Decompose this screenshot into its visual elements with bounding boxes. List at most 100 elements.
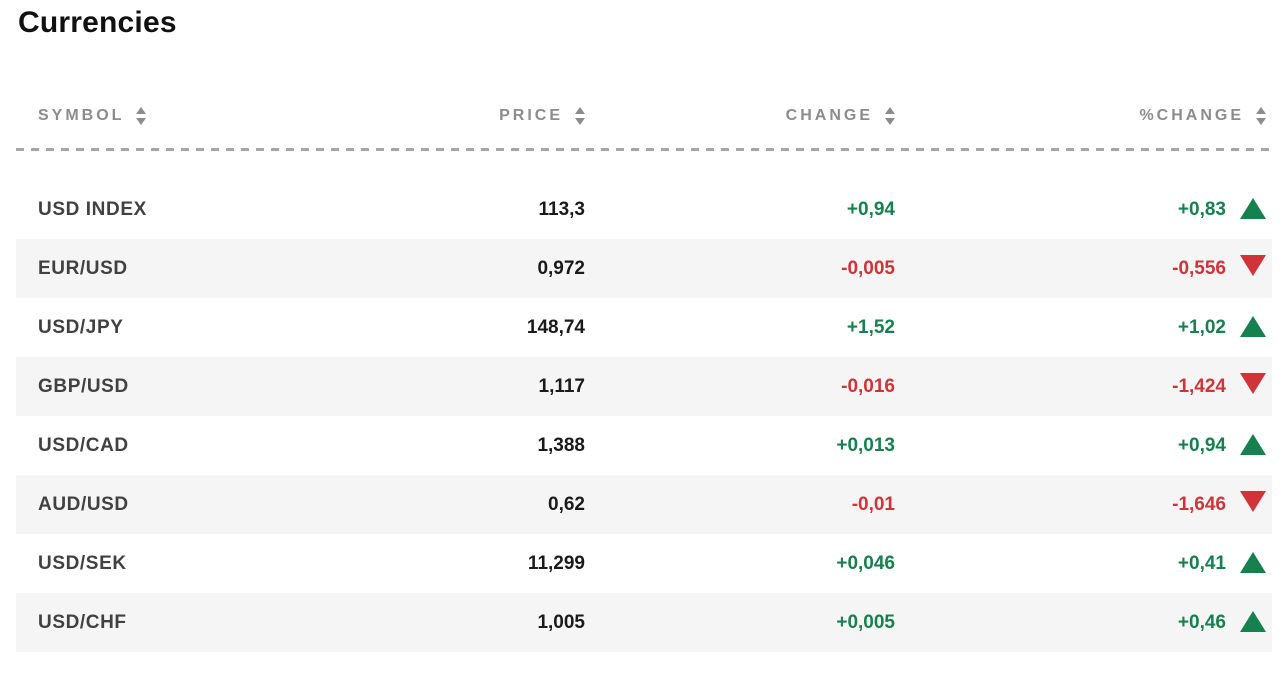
up-arrow-icon bbox=[1240, 611, 1266, 632]
currencies-table: SYMBOL PRICE CHANGE bbox=[16, 102, 1272, 652]
change-cell: +0,013 bbox=[585, 416, 895, 475]
symbol-cell: EUR/USD bbox=[16, 239, 369, 298]
percent-change-value: -1,424 bbox=[1172, 375, 1226, 397]
change-cell: +0,005 bbox=[585, 593, 895, 652]
table-row[interactable]: USD/JPY 148,74 +1,52 +1,02 bbox=[16, 298, 1272, 357]
currencies-widget: Currencies SYMBOL PRICE CHANGE bbox=[0, 6, 1288, 652]
percent-change-value: +0,83 bbox=[1177, 198, 1226, 220]
column-header-symbol[interactable]: SYMBOL bbox=[16, 107, 369, 125]
price-value: 0,972 bbox=[537, 257, 585, 279]
price-value: 0,62 bbox=[548, 493, 585, 515]
up-arrow-icon bbox=[1240, 434, 1266, 455]
table-row[interactable]: USD INDEX 113,3 +0,94 +0,83 bbox=[16, 180, 1272, 239]
price-value: 113,3 bbox=[538, 198, 586, 220]
symbol-cell: USD/SEK bbox=[16, 534, 369, 593]
price-value: 1,005 bbox=[537, 611, 585, 633]
sort-down-icon bbox=[1256, 118, 1266, 125]
table-row[interactable]: EUR/USD 0,972 -0,005 -0,556 bbox=[16, 239, 1272, 298]
percent-change-value: +0,46 bbox=[1177, 611, 1226, 633]
sort-icon bbox=[1256, 107, 1266, 125]
column-header-price-label: PRICE bbox=[499, 107, 563, 124]
dashed-divider bbox=[16, 148, 1272, 151]
price-cell: 148,74 bbox=[369, 298, 585, 357]
change-cell: -0,01 bbox=[585, 475, 895, 534]
change-cell: -0,016 bbox=[585, 357, 895, 416]
change-value: +1,52 bbox=[846, 316, 895, 338]
percent-change-value: -1,646 bbox=[1172, 493, 1226, 515]
sort-icon bbox=[575, 107, 585, 125]
change-cell: +1,52 bbox=[585, 298, 895, 357]
price-value: 11,299 bbox=[527, 552, 585, 574]
symbol-label: USD/CHF bbox=[38, 611, 127, 633]
price-value: 1,117 bbox=[538, 375, 586, 397]
symbol-label: GBP/USD bbox=[38, 375, 129, 397]
percent-change-cell: +0,94 bbox=[895, 416, 1272, 475]
percent-change-cell: +0,46 bbox=[895, 593, 1272, 652]
percent-change-value: +0,94 bbox=[1177, 434, 1226, 456]
table-body: USD INDEX 113,3 +0,94 +0,83 EUR/USD 0,972 -0,0… bbox=[16, 180, 1272, 652]
change-value: +0,046 bbox=[836, 552, 895, 574]
percent-change-cell: -1,424 bbox=[895, 357, 1272, 416]
table-row[interactable]: USD/CHF 1,005 +0,005 +0,46 bbox=[16, 593, 1272, 652]
sort-up-icon bbox=[1256, 107, 1266, 114]
change-cell: +0,046 bbox=[585, 534, 895, 593]
down-arrow-icon bbox=[1240, 372, 1266, 394]
change-value: -0,005 bbox=[841, 257, 895, 279]
symbol-cell: GBP/USD bbox=[16, 357, 369, 416]
price-cell: 0,62 bbox=[369, 475, 585, 534]
column-header-change-label: CHANGE bbox=[785, 107, 873, 124]
up-arrow-icon bbox=[1240, 316, 1266, 337]
down-arrow-icon bbox=[1240, 254, 1266, 276]
symbol-label: USD/JPY bbox=[38, 316, 124, 338]
up-arrow-icon bbox=[1240, 552, 1266, 573]
column-header-percent-change-label: %CHANGE bbox=[1139, 107, 1244, 124]
change-value: -0,01 bbox=[851, 493, 895, 515]
sort-down-icon bbox=[575, 118, 585, 125]
percent-change-value: +1,02 bbox=[1177, 316, 1226, 338]
down-arrow-icon bbox=[1240, 490, 1266, 512]
symbol-cell: USD INDEX bbox=[16, 180, 369, 239]
sort-up-icon bbox=[575, 107, 585, 114]
percent-change-cell: -0,556 bbox=[895, 239, 1272, 298]
price-cell: 1,388 bbox=[369, 416, 585, 475]
table-header-row: SYMBOL PRICE CHANGE bbox=[16, 102, 1272, 130]
percent-change-value: -0,556 bbox=[1172, 257, 1226, 279]
change-value: +0,94 bbox=[846, 198, 895, 220]
column-header-symbol-label: SYMBOL bbox=[38, 107, 125, 124]
change-value: +0,013 bbox=[836, 434, 895, 456]
sort-icon bbox=[136, 107, 147, 125]
page-title: Currencies bbox=[18, 6, 177, 39]
table-row[interactable]: GBP/USD 1,117 -0,016 -1,424 bbox=[16, 357, 1272, 416]
symbol-label: USD/SEK bbox=[38, 552, 127, 574]
symbol-label: USD/CAD bbox=[38, 434, 129, 456]
price-value: 148,74 bbox=[526, 316, 585, 338]
table-row[interactable]: AUD/USD 0,62 -0,01 -1,646 bbox=[16, 475, 1272, 534]
price-cell: 1,005 bbox=[369, 593, 585, 652]
column-header-change[interactable]: CHANGE bbox=[585, 107, 895, 125]
percent-change-value: +0,41 bbox=[1177, 552, 1226, 574]
symbol-label: AUD/USD bbox=[38, 493, 129, 515]
sort-down-icon bbox=[885, 118, 895, 125]
change-value: +0,005 bbox=[836, 611, 895, 633]
price-cell: 11,299 bbox=[369, 534, 585, 593]
sort-down-icon bbox=[136, 118, 147, 125]
symbol-label: USD INDEX bbox=[38, 198, 147, 220]
symbol-cell: USD/JPY bbox=[16, 298, 369, 357]
symbol-cell: USD/CAD bbox=[16, 416, 369, 475]
sort-icon bbox=[885, 107, 895, 125]
sort-up-icon bbox=[136, 107, 147, 114]
symbol-cell: USD/CHF bbox=[16, 593, 369, 652]
change-cell: +0,94 bbox=[585, 180, 895, 239]
price-value: 1,388 bbox=[537, 434, 585, 456]
change-value: -0,016 bbox=[841, 375, 895, 397]
table-row[interactable]: USD/CAD 1,388 +0,013 +0,94 bbox=[16, 416, 1272, 475]
table-row[interactable]: USD/SEK 11,299 +0,046 +0,41 bbox=[16, 534, 1272, 593]
price-cell: 0,972 bbox=[369, 239, 585, 298]
symbol-label: EUR/USD bbox=[38, 257, 128, 279]
percent-change-cell: +1,02 bbox=[895, 298, 1272, 357]
change-cell: -0,005 bbox=[585, 239, 895, 298]
column-header-percent-change[interactable]: %CHANGE bbox=[895, 107, 1272, 125]
up-arrow-icon bbox=[1240, 198, 1266, 219]
column-header-price[interactable]: PRICE bbox=[369, 107, 585, 125]
symbol-cell: AUD/USD bbox=[16, 475, 369, 534]
